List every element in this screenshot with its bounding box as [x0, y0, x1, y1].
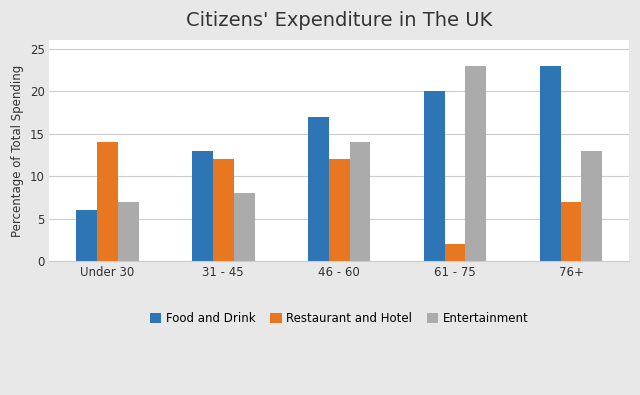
Bar: [424, 91, 445, 261]
Title: Citizens' Expenditure in The UK: Citizens' Expenditure in The UK: [186, 11, 492, 30]
Bar: [581, 150, 602, 261]
Bar: [540, 66, 561, 261]
Bar: [465, 66, 486, 261]
Bar: [192, 150, 213, 261]
Bar: [97, 142, 118, 261]
Bar: [76, 210, 97, 261]
Legend: Food and Drink, Restaurant and Hotel, Entertainment: Food and Drink, Restaurant and Hotel, En…: [145, 307, 534, 329]
Y-axis label: Percentage of Total Spending: Percentage of Total Spending: [11, 64, 24, 237]
Bar: [445, 244, 465, 261]
Bar: [308, 117, 329, 261]
Bar: [234, 193, 255, 261]
Bar: [118, 202, 139, 261]
Bar: [561, 202, 581, 261]
Bar: [329, 159, 349, 261]
Bar: [213, 159, 234, 261]
Bar: [349, 142, 371, 261]
